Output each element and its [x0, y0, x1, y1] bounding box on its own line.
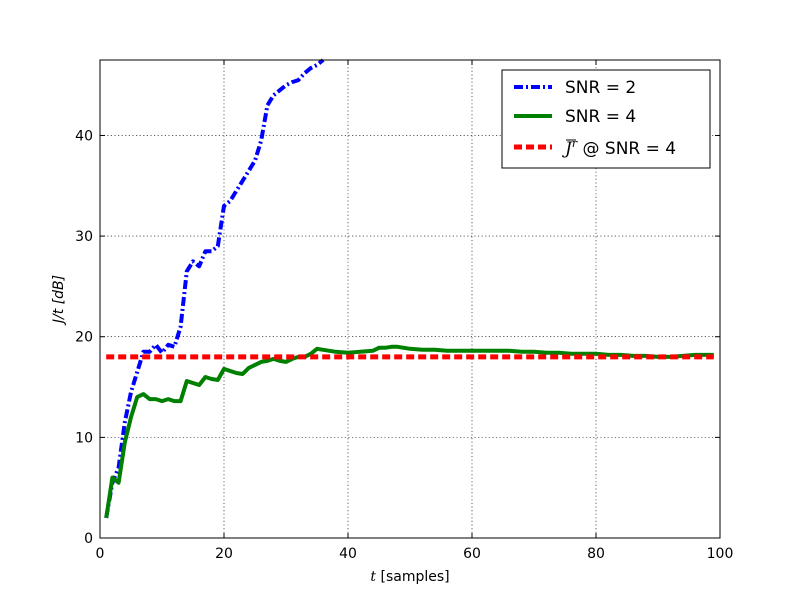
y-tick-label: 40	[75, 128, 93, 144]
legend-label-jr-var: J	[562, 139, 573, 159]
plot-lines	[104, 58, 714, 519]
legend: SNR = 2 SNR = 4 Jr @ SNR = 4	[501, 69, 711, 169]
y-axis-label: J/t [dB]	[51, 275, 67, 326]
x-axis-unit: [samples]	[376, 569, 450, 585]
x-axis-label: t [samples]	[370, 569, 449, 585]
legend-label-snr4: SNR = 4	[565, 107, 636, 127]
legend-label-jr: Jr @ SNR = 4	[562, 137, 676, 159]
x-tick-label: 40	[339, 546, 357, 562]
ticks: 0 20 40 60 80 100 0 10 20 30 40	[75, 60, 733, 562]
legend-label-jr-rest: @ SNR = 4	[577, 139, 676, 159]
y-tick-label: 30	[75, 229, 93, 245]
series-line-1	[104, 58, 325, 519]
plot-frame	[99, 59, 721, 539]
x-tick-label: 80	[587, 546, 605, 562]
y-tick-label: 20	[75, 330, 93, 346]
y-tick-label: 0	[84, 531, 93, 547]
x-axis-var: t	[370, 569, 376, 585]
series-line-2	[104, 344, 714, 519]
x-tick-label: 100	[707, 546, 734, 562]
x-tick-label: 20	[215, 546, 233, 562]
legend-label-snr2: SNR = 2	[565, 78, 636, 98]
x-tick-label: 60	[463, 546, 481, 562]
legend-label-jr-sup: r	[572, 137, 578, 150]
x-tick-label: 0	[96, 546, 105, 562]
y-tick-label: 10	[75, 430, 93, 446]
